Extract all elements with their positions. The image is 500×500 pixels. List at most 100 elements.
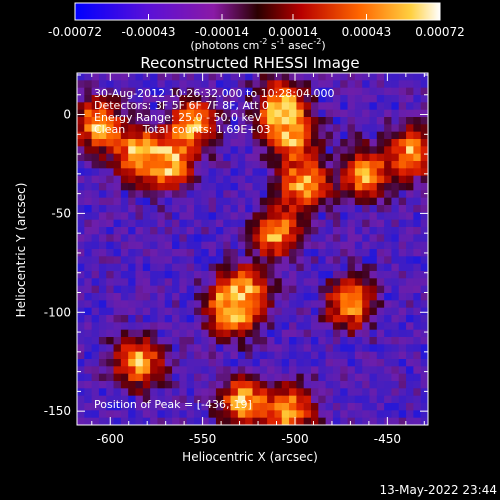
heatmap-cell — [77, 234, 85, 243]
heatmap-cell — [252, 102, 261, 111]
heatmap-cell — [84, 249, 93, 257]
heatmap-cell — [420, 410, 428, 419]
heatmap-cell — [420, 234, 428, 243]
heatmap-cell — [172, 190, 180, 199]
heatmap-cell — [398, 131, 407, 140]
heatmap-cell — [77, 87, 85, 96]
heatmap-cell — [259, 197, 268, 206]
heatmap-cell — [157, 117, 166, 125]
y-tick-label: -150 — [44, 404, 71, 418]
heatmap-cell — [84, 102, 93, 111]
heatmap-cell — [347, 131, 356, 140]
heatmap-cell — [179, 124, 188, 133]
heatmap-cell — [296, 212, 305, 221]
heatmap-cell — [252, 293, 261, 301]
heatmap-cell — [406, 395, 414, 404]
heatmap-cell — [267, 256, 275, 265]
heatmap-cell — [91, 351, 100, 360]
heatmap-cell — [384, 315, 392, 323]
heatmap-cell — [215, 329, 224, 338]
heatmap-cell — [84, 131, 93, 140]
heatmap-cell — [237, 212, 246, 221]
heatmap-cell — [289, 219, 297, 228]
heatmap-cell — [376, 263, 385, 272]
heatmap-cell — [413, 168, 422, 177]
heatmap-cell — [413, 87, 422, 96]
heatmap-cell — [77, 80, 85, 89]
heatmap-cell — [274, 168, 283, 177]
heatmap-cell — [120, 278, 129, 287]
heatmap-cell — [354, 153, 363, 162]
heatmap-cell — [237, 344, 246, 353]
heatmap-cell — [340, 263, 348, 272]
heatmap-cell — [281, 293, 290, 301]
heatmap-cell — [318, 373, 327, 382]
heatmap-cell — [245, 351, 253, 360]
heatmap-cell — [420, 293, 428, 301]
heatmap-cell — [384, 249, 392, 257]
heatmap-cell — [113, 337, 122, 345]
heatmap-cell — [135, 183, 144, 191]
heatmap-cell — [252, 300, 261, 309]
heatmap-cell — [230, 212, 239, 221]
heatmap-cell — [179, 197, 188, 206]
heatmap-cell — [128, 109, 136, 118]
heatmap-cell — [398, 395, 407, 404]
heatmap-cell — [376, 278, 385, 287]
heatmap-cell — [172, 271, 180, 279]
heatmap-cell — [98, 307, 107, 316]
heatmap-cell — [259, 227, 268, 235]
heatmap-cell — [391, 205, 400, 213]
heatmap-cell — [120, 337, 129, 345]
heatmap-cell — [362, 300, 370, 309]
heatmap-cell — [340, 205, 348, 213]
heatmap-cell — [376, 417, 385, 425]
heatmap-cell — [420, 168, 428, 177]
heatmap-cell — [340, 410, 348, 419]
heatmap-cell — [274, 337, 283, 345]
heatmap-cell — [398, 359, 407, 367]
heatmap-cell — [274, 344, 283, 353]
heatmap-cell — [318, 329, 327, 338]
heatmap-cell — [194, 373, 202, 382]
heatmap-cell — [194, 117, 202, 125]
heatmap-cell — [98, 219, 107, 228]
heatmap-cell — [223, 395, 231, 404]
heatmap-cell — [413, 344, 422, 353]
heatmap-cell — [259, 117, 268, 125]
heatmap-cell — [413, 80, 422, 89]
heatmap-cell — [172, 197, 180, 206]
heatmap-cell — [172, 146, 180, 155]
heatmap-cell — [157, 359, 166, 367]
heatmap-cell — [259, 102, 268, 111]
heatmap-cell — [106, 102, 114, 111]
heatmap-cell — [289, 227, 297, 235]
heatmap-cell — [230, 168, 239, 177]
heatmap-cell — [354, 381, 363, 389]
heatmap-cell — [252, 359, 261, 367]
heatmap-cell — [406, 73, 414, 81]
heatmap-cell — [325, 241, 334, 250]
heatmap-cell — [391, 131, 400, 140]
heatmap-cell — [318, 322, 327, 331]
heatmap-cell — [325, 87, 334, 96]
heatmap-cell — [413, 190, 422, 199]
heatmap-cell — [325, 373, 334, 382]
heatmap-cell — [347, 249, 356, 257]
heatmap-cell — [172, 241, 180, 250]
heatmap-cell — [318, 315, 327, 323]
heatmap-cell — [150, 131, 158, 140]
heatmap-cell — [230, 395, 239, 404]
heatmap-cell — [398, 366, 407, 375]
heatmap-cell — [223, 256, 231, 265]
heatmap-cell — [201, 109, 210, 118]
heatmap-cell — [332, 183, 341, 191]
heatmap-cell — [245, 278, 253, 287]
heatmap-cell — [391, 300, 400, 309]
heatmap-cell — [84, 410, 93, 419]
heatmap-cell — [347, 234, 356, 243]
heatmap-cell — [120, 146, 129, 155]
heatmap-cell — [77, 109, 85, 118]
heatmap-cell — [98, 102, 107, 111]
heatmap-cell — [362, 80, 370, 89]
